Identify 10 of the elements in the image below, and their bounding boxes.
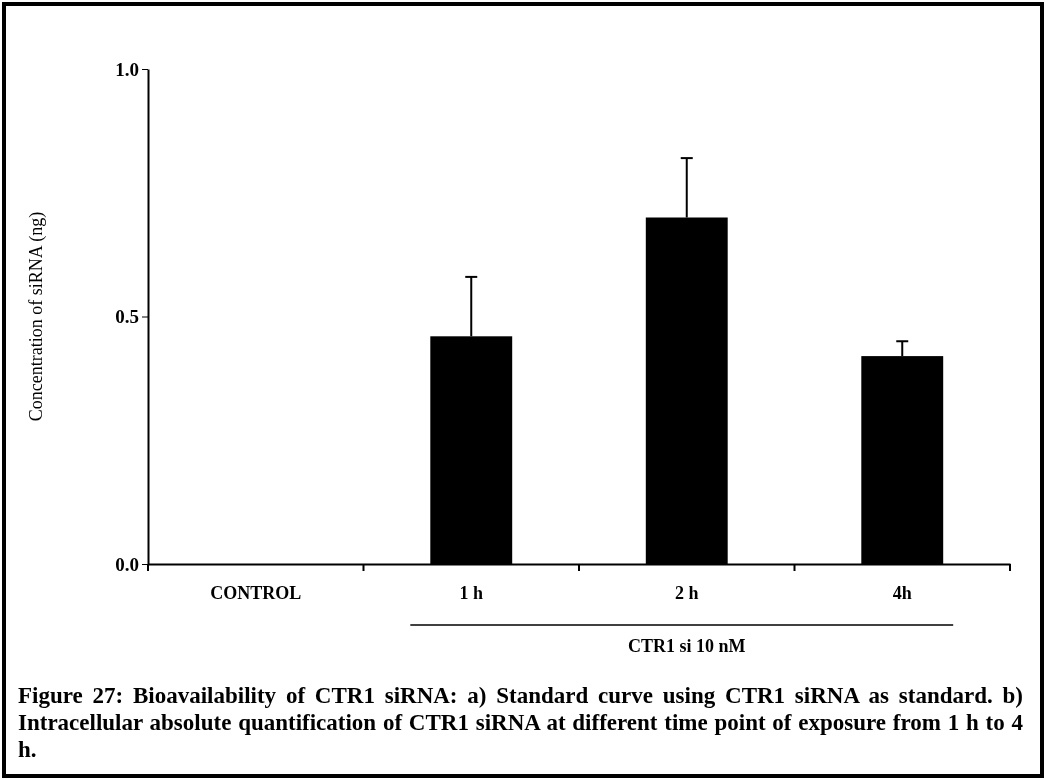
y-tick-label: 0.5 [115,306,139,328]
y-tick-label: 0.0 [115,553,139,575]
x-tick-label: CONTROL [210,582,302,603]
caption: Figure 27: Bioavailability of CTR1 siRNA: a) Standard curve using CTR1 siRNA as standard. b) Intracellular absolute quantification of CTR1 siRNA at different time point of exposure from 1 h to 4 h. [18,682,1023,763]
text: CTR1 si 10 nM [627,636,746,656]
x-tick-label: 4h [892,582,912,603]
y-axis-title: Concentration of siRNA (ng) [26,211,47,422]
y-tick-label: 1.0 [115,58,139,80]
x-tick-label: 1 h [459,582,484,603]
x-tick-label: 2 h [674,582,699,603]
